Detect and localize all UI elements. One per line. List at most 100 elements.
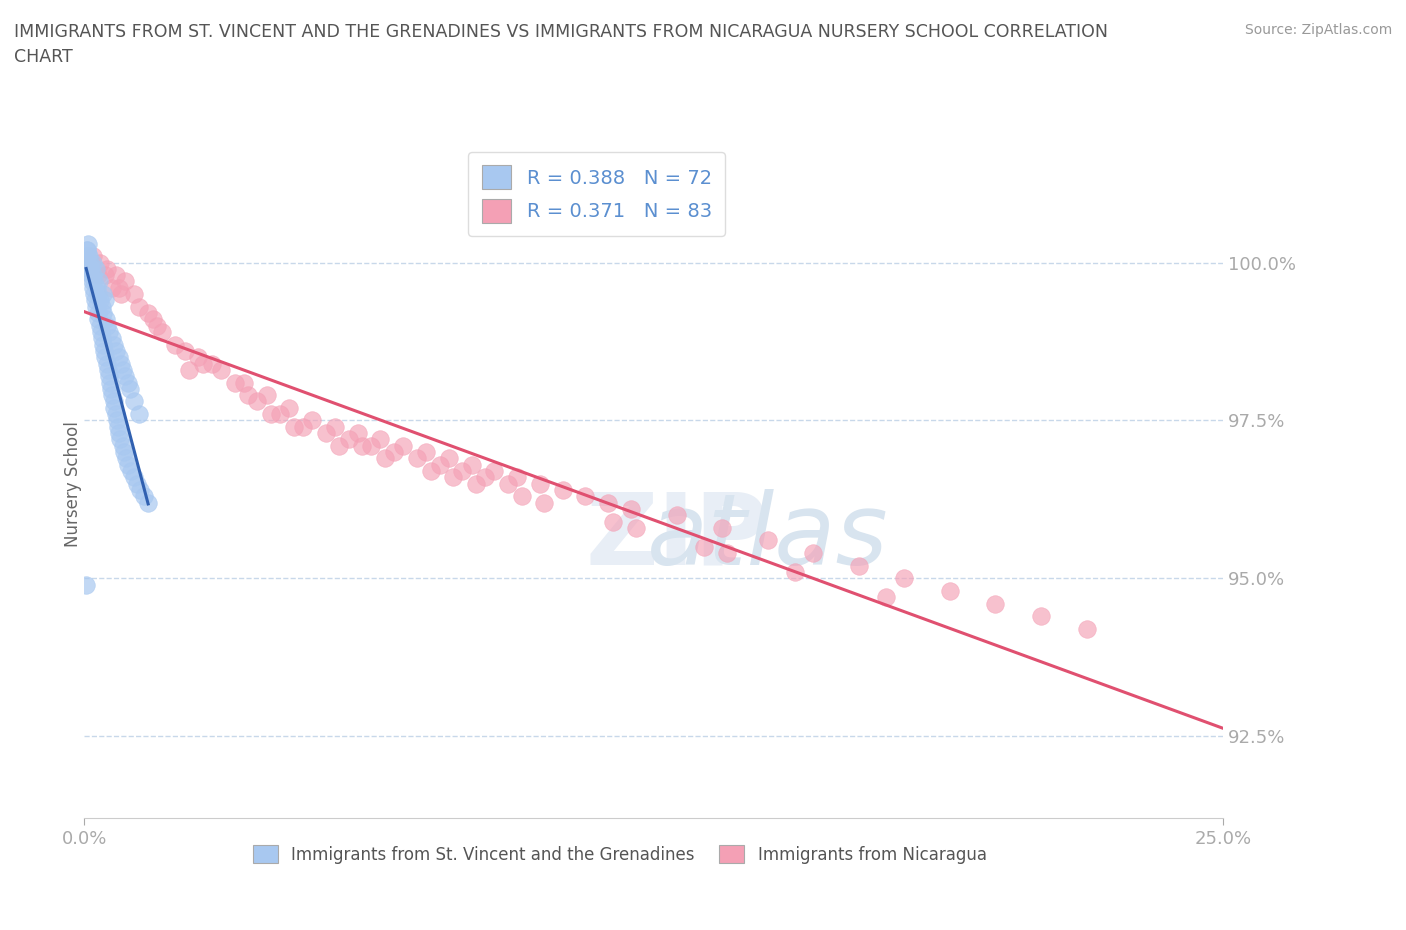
Point: [117, 375, 139, 390]
Point: [110, 356, 132, 371]
Point: [460, 458, 482, 472]
Text: IMMIGRANTS FROM ST. VINCENT AND THE GRENADINES VS IMMIGRANTS FROM NICARAGUA NURS: IMMIGRANTS FROM ST. VINCENT AND THE GREN…: [14, 23, 1108, 66]
Point: [533, 495, 555, 510]
Point: [79, 255, 101, 270]
Point: [110, 432, 132, 446]
Point: [91, 286, 114, 301]
Point: [451, 463, 474, 478]
Point: [103, 394, 125, 409]
Point: [506, 470, 529, 485]
Point: [77, 248, 100, 263]
Point: [848, 558, 870, 573]
Point: [711, 521, 734, 536]
Point: [105, 268, 128, 283]
Point: [112, 363, 135, 378]
Point: [100, 381, 122, 396]
Point: [84, 299, 107, 314]
Point: [801, 546, 824, 561]
Point: [124, 394, 146, 409]
Point: [465, 476, 488, 491]
Point: [392, 438, 415, 453]
Point: [624, 521, 647, 536]
Point: [91, 338, 114, 352]
Point: [278, 400, 301, 415]
Point: [103, 338, 125, 352]
Point: [598, 495, 620, 510]
Point: [496, 476, 519, 491]
Point: [783, 565, 806, 579]
Point: [77, 255, 100, 270]
Point: [122, 470, 145, 485]
Point: [114, 274, 136, 289]
Point: [86, 306, 108, 321]
Point: [209, 363, 232, 378]
Point: [80, 261, 103, 276]
Point: [89, 255, 111, 270]
Point: [191, 356, 214, 371]
Point: [107, 280, 129, 295]
Point: [90, 325, 112, 339]
Point: [129, 483, 152, 498]
Point: [328, 438, 350, 453]
Point: [111, 438, 134, 453]
Point: [98, 325, 121, 339]
Point: [128, 406, 150, 421]
Point: [82, 255, 104, 270]
Point: [75, 578, 97, 592]
Point: [84, 261, 107, 276]
Point: [96, 312, 118, 326]
Point: [406, 451, 429, 466]
Text: atlas: atlas: [647, 488, 889, 586]
Point: [529, 476, 551, 491]
Text: Source: ZipAtlas.com: Source: ZipAtlas.com: [1244, 23, 1392, 37]
Point: [83, 274, 105, 289]
Point: [602, 514, 624, 529]
Y-axis label: Nursery School: Nursery School: [65, 420, 82, 547]
Point: [118, 381, 141, 396]
Point: [125, 476, 148, 491]
Point: [315, 426, 337, 441]
Legend: Immigrants from St. Vincent and the Grenadines, Immigrants from Nicaragua: Immigrants from St. Vincent and the Gren…: [246, 839, 994, 870]
Point: [875, 590, 897, 604]
Point: [97, 363, 120, 378]
Point: [101, 388, 124, 403]
Point: [510, 489, 533, 504]
Text: ZIP: ZIP: [585, 488, 768, 586]
Point: [337, 432, 360, 446]
Point: [173, 343, 195, 358]
Point: [96, 261, 118, 276]
Point: [374, 451, 396, 466]
Point: [89, 293, 111, 308]
Point: [80, 274, 103, 289]
Point: [441, 470, 464, 485]
Point: [142, 312, 165, 326]
Point: [93, 343, 115, 358]
Point: [100, 331, 122, 346]
Point: [939, 583, 962, 598]
Point: [893, 571, 915, 586]
Point: [352, 438, 374, 453]
Point: [382, 445, 405, 459]
Point: [82, 248, 104, 263]
Point: [224, 375, 246, 390]
Point: [87, 274, 110, 289]
Point: [693, 539, 716, 554]
Point: [551, 483, 574, 498]
Point: [419, 463, 441, 478]
Point: [128, 299, 150, 314]
Point: [429, 458, 451, 472]
Point: [323, 419, 346, 434]
Point: [94, 268, 117, 283]
Point: [984, 596, 1007, 611]
Point: [90, 299, 112, 314]
Point: [87, 312, 110, 326]
Point: [105, 413, 128, 428]
Point: [107, 350, 129, 365]
Point: [283, 419, 305, 434]
Point: [269, 406, 291, 421]
Point: [98, 375, 121, 390]
Point: [238, 388, 260, 403]
Point: [165, 338, 187, 352]
Point: [96, 356, 118, 371]
Point: [108, 426, 131, 441]
